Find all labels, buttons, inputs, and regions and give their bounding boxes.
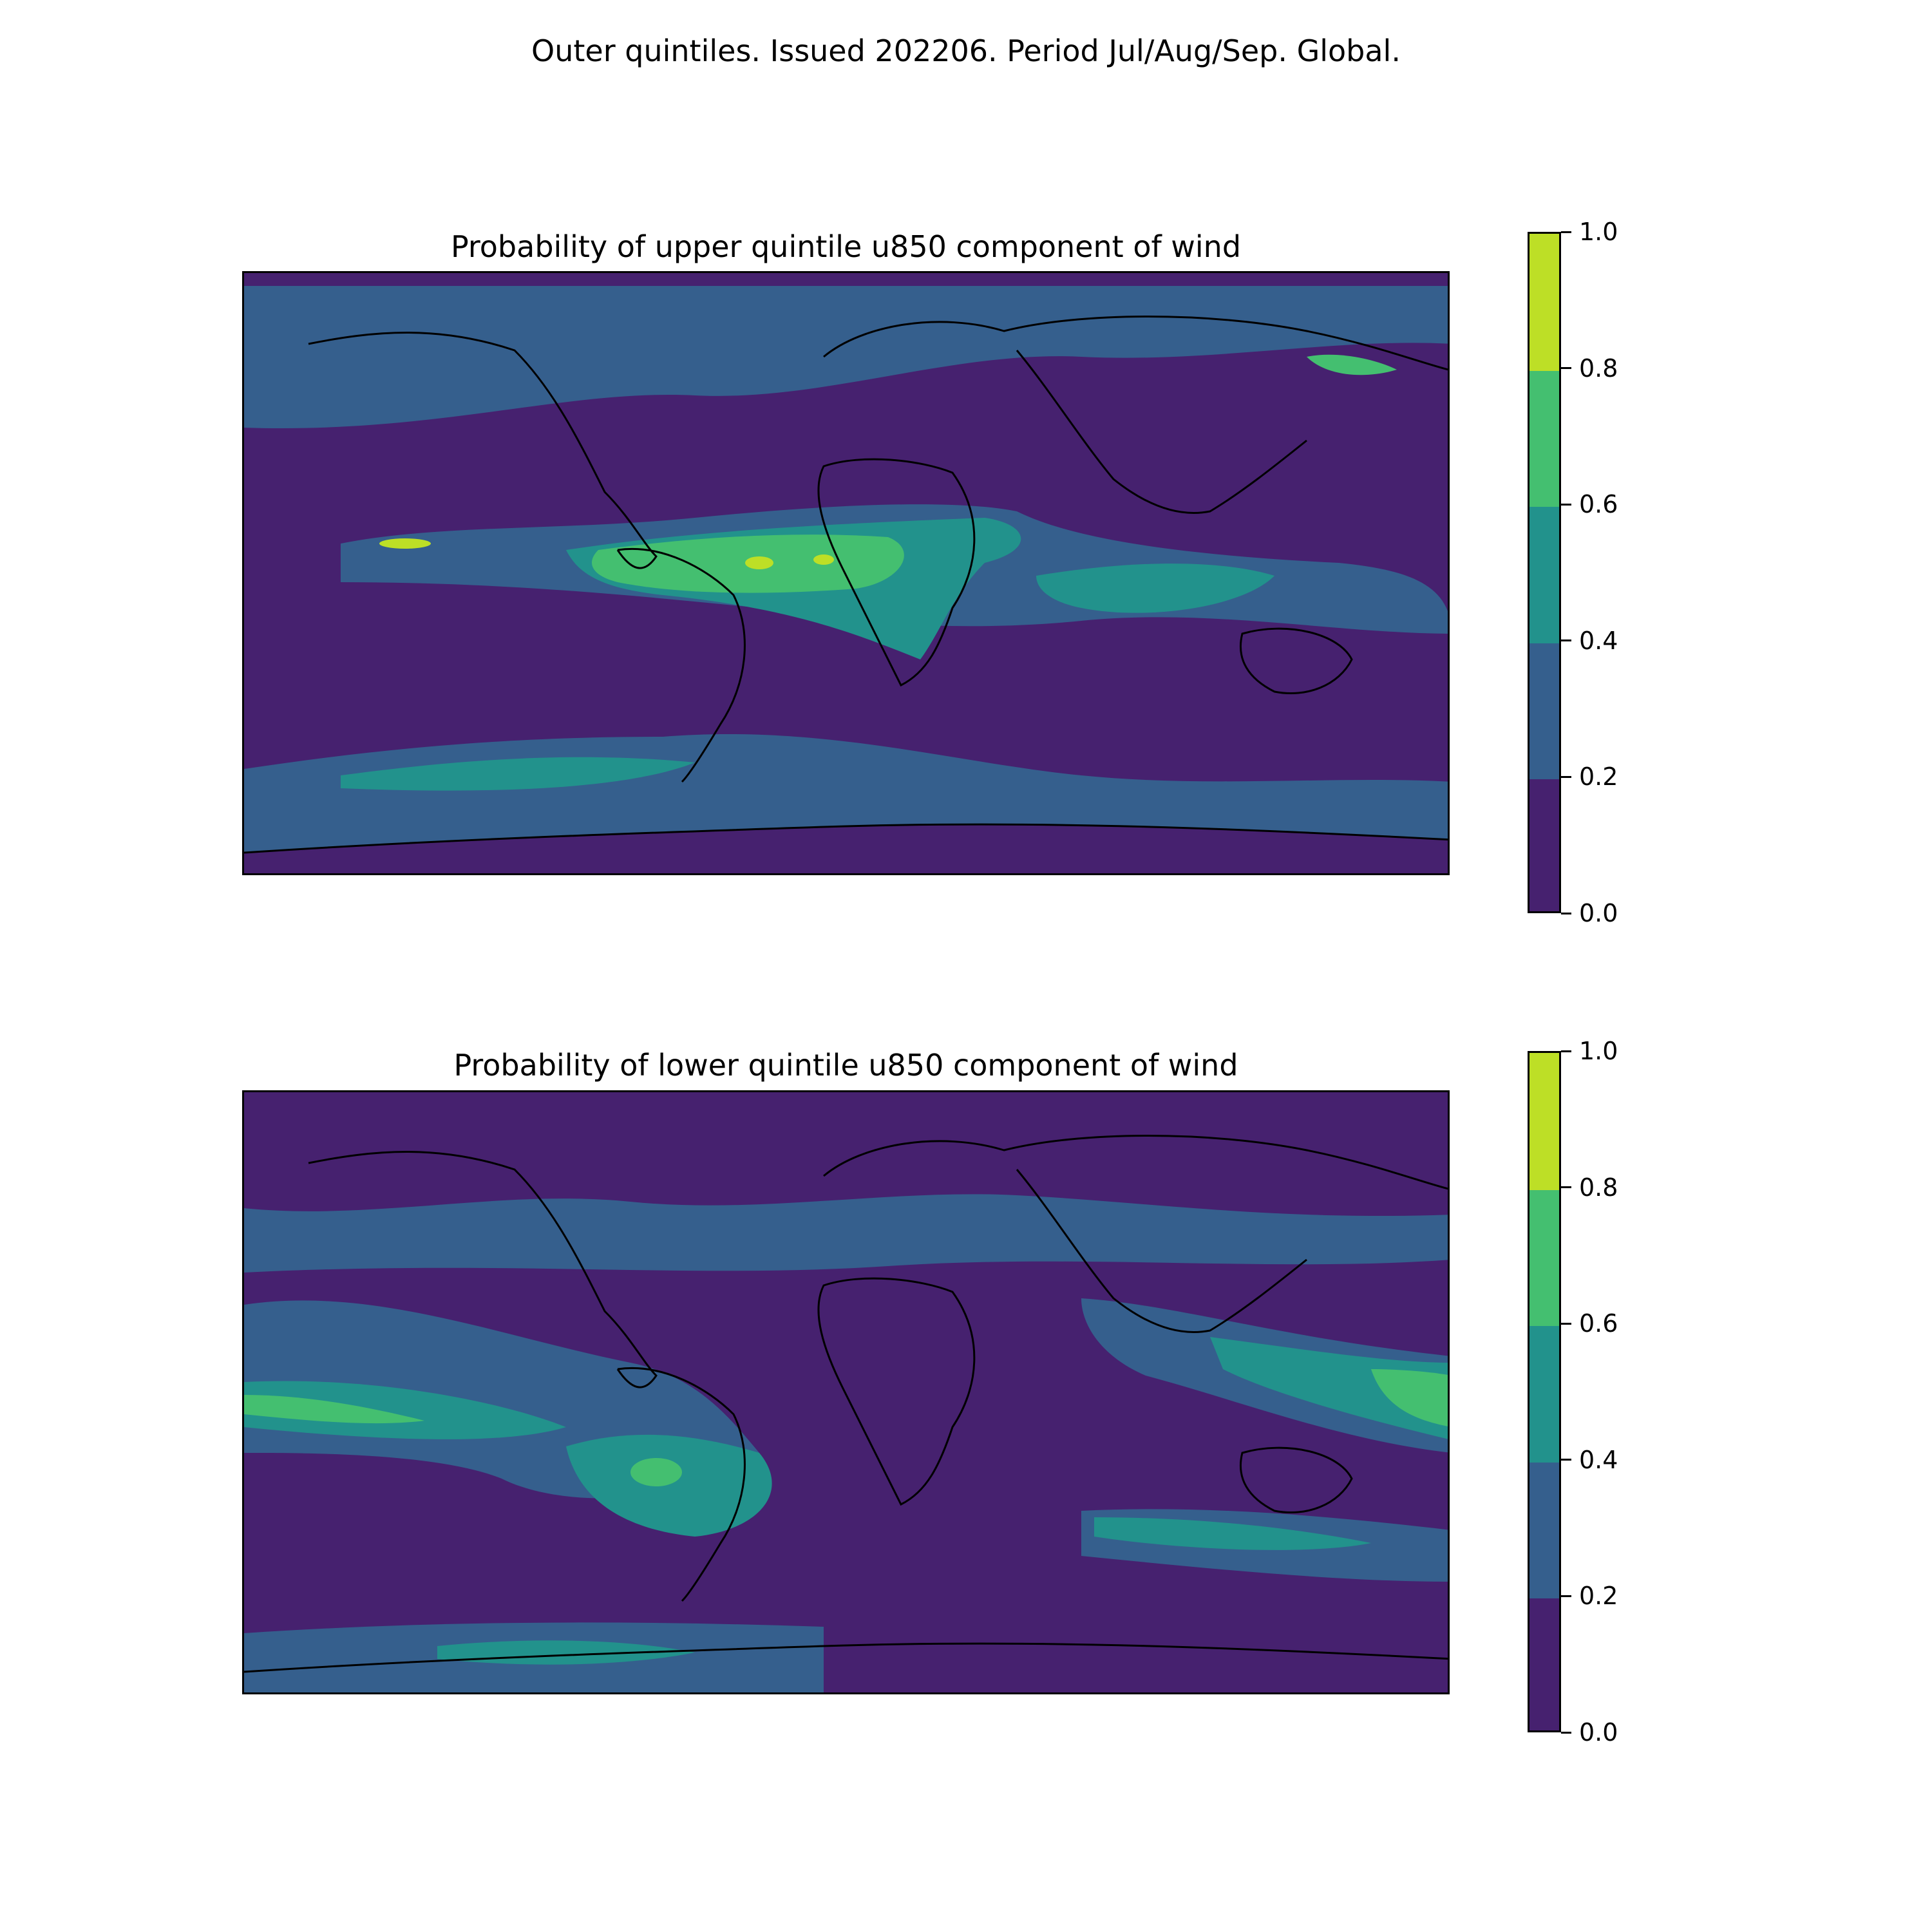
colorbar-tick-label: 1.0 — [1579, 218, 1618, 246]
coastline-north-america — [308, 1151, 658, 1388]
coastline-eurasia-north — [823, 316, 1448, 371]
colorbar-tick-label: 0.2 — [1579, 1582, 1618, 1611]
colorbar-segment — [1530, 1461, 1559, 1599]
colorbar-upper — [1528, 232, 1561, 913]
contour-0.6-0.8 — [630, 1458, 682, 1486]
coastline-north-america — [308, 332, 658, 569]
colorbar-tick-label: 1.0 — [1579, 1037, 1618, 1065]
coastline-asia-south — [1016, 1169, 1307, 1334]
coastline-antarctica — [244, 1642, 1448, 1673]
contour-0.4-0.6 — [341, 757, 695, 791]
colorbar-tick — [1561, 1731, 1571, 1734]
colorbar-tick-label: 0.0 — [1579, 899, 1618, 927]
colorbar-tick-label: 0.4 — [1579, 1445, 1618, 1474]
colorbar-lower — [1528, 1051, 1561, 1732]
colorbar-tick — [1561, 1050, 1571, 1052]
colorbar-tick-label: 0.6 — [1579, 490, 1618, 519]
colorbar-tick — [1561, 1186, 1571, 1189]
colorbar-segment — [1530, 234, 1559, 371]
colorbar-segment — [1530, 1053, 1559, 1190]
coastline-africa — [817, 458, 976, 687]
colorbar-tick — [1561, 775, 1571, 778]
colorbar-tick — [1561, 367, 1571, 370]
figure-suptitle: Outer quintiles. Issued 202206. Period J… — [531, 33, 1401, 68]
colorbar-segment — [1530, 779, 1559, 911]
contour-0.4-0.6 — [244, 1381, 566, 1439]
colorbar-tick — [1561, 639, 1571, 642]
coastline-south-america — [617, 548, 746, 783]
contour-0.8-1.0 — [813, 554, 834, 565]
contour-0.6-0.8 — [244, 1395, 424, 1424]
colorbar-tick-label: 0.2 — [1579, 762, 1618, 791]
colorbar-tick — [1561, 503, 1571, 506]
colorbar-tick-label: 0.6 — [1579, 1309, 1618, 1338]
panel-title-lower: Probability of lower quintile u850 compo… — [453, 1048, 1238, 1083]
colorbar-segment — [1530, 1598, 1559, 1730]
colorbar-segment — [1530, 506, 1559, 643]
colorbar-tick-label: 0.8 — [1579, 354, 1618, 383]
colorbar-tick-label: 0.0 — [1579, 1718, 1618, 1747]
coastlines — [244, 316, 1448, 854]
colorbar-segment — [1530, 1325, 1559, 1463]
coastline-asia-south — [1016, 350, 1307, 515]
contour-0.8-1.0 — [745, 556, 773, 569]
colorbar-tick — [1561, 231, 1571, 233]
coastlines — [244, 1135, 1448, 1673]
map-upper-quintile — [242, 271, 1450, 875]
colorbar-tick — [1561, 1595, 1571, 1597]
map-upper-svg — [244, 273, 1448, 873]
contour-0.4-0.6 — [1094, 1517, 1371, 1550]
coastline-australia — [1239, 627, 1353, 695]
contour-0.6-0.8 — [1371, 1369, 1448, 1426]
coastline-antarctica — [244, 823, 1448, 854]
contour-0.8-1.0 — [379, 538, 431, 549]
contour-0.0-0.2 — [244, 824, 1448, 873]
contour-0.4-0.6 — [1036, 564, 1274, 613]
coastline-australia — [1239, 1446, 1353, 1514]
panel-title-upper: Probability of upper quintile u850 compo… — [450, 229, 1242, 264]
colorbar-segment — [1530, 1189, 1559, 1327]
coastline-south-america — [617, 1367, 746, 1602]
coastline-africa — [817, 1277, 976, 1506]
colorbar-tick — [1561, 1322, 1571, 1325]
colorbar-segment — [1530, 370, 1559, 507]
contour-0.4-0.6 — [566, 1434, 772, 1537]
coastline-eurasia-north — [823, 1135, 1448, 1190]
contour-0.2-0.4 — [244, 1194, 1448, 1273]
colorbar-segment — [1530, 642, 1559, 780]
colorbar-tick — [1561, 1459, 1571, 1461]
map-lower-quintile — [242, 1090, 1450, 1694]
contour-0.2-0.4 — [244, 286, 1448, 428]
colorbar-tick — [1561, 912, 1571, 914]
contour-0.4-0.6 — [1210, 1337, 1448, 1439]
map-lower-svg — [244, 1092, 1448, 1692]
colorbar-tick-label: 0.4 — [1579, 626, 1618, 655]
contour-0.6-0.8 — [1307, 354, 1397, 375]
colorbar-tick-label: 0.8 — [1579, 1173, 1618, 1202]
